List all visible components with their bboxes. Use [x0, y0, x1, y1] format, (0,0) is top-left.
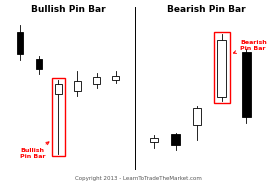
Bar — [17, 32, 23, 54]
Text: Bearish
Pin Bar: Bearish Pin Bar — [234, 40, 267, 54]
Bar — [74, 81, 81, 91]
Bar — [193, 108, 201, 125]
Bar — [93, 77, 100, 84]
Bar — [36, 59, 42, 69]
Bar — [52, 78, 65, 156]
Bar — [217, 40, 226, 97]
Bar — [55, 84, 61, 94]
Bar — [171, 134, 180, 145]
Bar — [150, 138, 158, 143]
Bar — [214, 32, 230, 103]
Title: Bearish Pin Bar: Bearish Pin Bar — [167, 5, 246, 15]
Title: Bullish Pin Bar: Bullish Pin Bar — [30, 5, 105, 15]
Text: Copyright 2013 - LearnToTradeTheMarket.com: Copyright 2013 - LearnToTradeTheMarket.c… — [75, 176, 202, 181]
Text: Bullish
Pin Bar: Bullish Pin Bar — [20, 142, 49, 159]
Bar — [112, 76, 119, 80]
Bar — [242, 52, 251, 117]
